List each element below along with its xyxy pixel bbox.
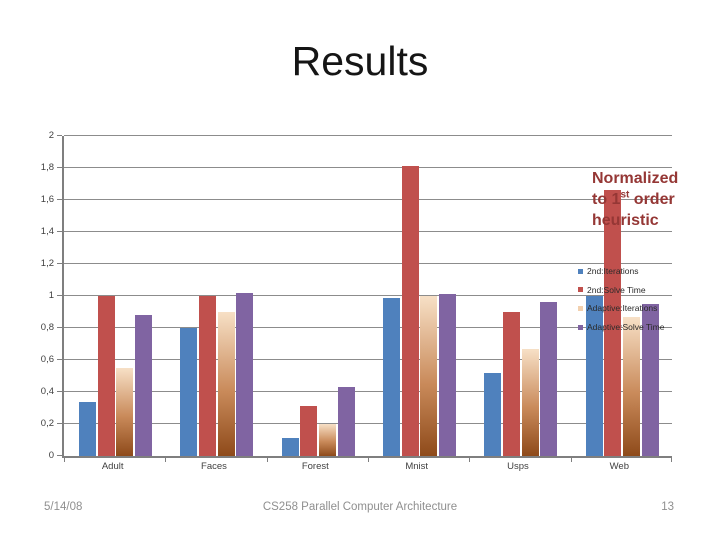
- bar-adaptive-iterations-adult: [116, 368, 134, 456]
- legend-label: Adaptive:Iterations: [587, 303, 658, 314]
- y-axis-tick-label: 0,4: [40, 386, 54, 397]
- legend-item: Adaptive:Iterations: [578, 302, 657, 314]
- superscript-st: st: [620, 189, 630, 201]
- footer-date: 5/14/08: [44, 501, 83, 513]
- bar-adaptive-iterations-mnist: [420, 296, 438, 456]
- y-axis-tick-label: 0: [48, 450, 54, 461]
- plot-area: [57, 135, 672, 462]
- category-label-forest: Forest: [301, 461, 329, 472]
- bar-2nd-solve-time-forest: [300, 406, 318, 456]
- y-axis-tick: [57, 455, 62, 456]
- y-axis-tick-label: 1,8: [40, 162, 54, 173]
- bar-adaptive-iterations-forest: [319, 424, 337, 456]
- gridline: [64, 423, 672, 424]
- slide-title: Results: [291, 38, 429, 84]
- gridline: [64, 167, 672, 168]
- y-axis-tick: [57, 135, 62, 136]
- y-axis-tick: [57, 295, 62, 296]
- x-axis-tick: [64, 458, 65, 462]
- x-axis-tick: [266, 458, 268, 462]
- y-axis-tick: [57, 167, 62, 168]
- x-axis-tick: [368, 458, 369, 462]
- bar-2nd-solve-time-usps: [503, 312, 521, 456]
- bar-2nd-iterations-adult: [79, 401, 96, 456]
- legend-item: Adaptive:Solve Time: [578, 321, 664, 333]
- y-axis-tick: [57, 359, 62, 360]
- bar-2nd-iterations-mnist: [383, 297, 400, 456]
- gridline: [64, 199, 672, 200]
- category-label-faces: Faces: [201, 461, 227, 472]
- annotation-line-3: heuristic: [592, 212, 659, 229]
- bar-adaptive-solve-time-faces: [236, 292, 254, 456]
- legend-swatch-icon: [578, 268, 583, 274]
- y-axis-tick: [57, 231, 62, 232]
- legend-item: 2nd:Solve Time: [578, 284, 646, 296]
- y-axis-tick-label: 1,4: [40, 226, 54, 237]
- gridline: [64, 359, 672, 360]
- y-axis-tick-label: 1: [48, 290, 54, 301]
- bar-2nd-solve-time-adult: [97, 296, 115, 456]
- y-axis-tick: [57, 199, 62, 200]
- y-axis-tick-label: 1,2: [40, 258, 54, 269]
- bar-2nd-solve-time-mnist: [401, 166, 419, 456]
- gridline: [64, 391, 672, 392]
- category-label-usps: Usps: [507, 461, 529, 472]
- legend-swatch-icon: [578, 324, 583, 330]
- bar-adaptive-solve-time-forest: [337, 387, 355, 456]
- bar-adaptive-iterations-usps: [521, 348, 539, 456]
- bar-2nd-iterations-forest: [281, 438, 299, 456]
- annotation-line-2: to 1st order: [592, 189, 675, 208]
- annotation-line-1: Normalized: [592, 170, 679, 187]
- gridline: [64, 231, 672, 232]
- y-axis-tick-label: 0,2: [40, 418, 54, 429]
- legend-label: 2nd:Iterations: [587, 266, 639, 276]
- legend-swatch-icon: [578, 287, 583, 293]
- legend-item: 2nd:Iterations: [578, 265, 639, 277]
- bar-2nd-solve-time-faces: [199, 296, 217, 456]
- x-axis-tick: [469, 458, 471, 462]
- gridline: [64, 135, 672, 136]
- annotation-normalized-textbox: Normalized to 1st order heuristic: [592, 168, 712, 231]
- bar-adaptive-iterations-web: [623, 316, 641, 456]
- bar-2nd-iterations-faces: [180, 328, 198, 456]
- category-label-web: Web: [609, 461, 629, 472]
- y-axis-tick-label: 2: [48, 130, 54, 141]
- y-axis-tick: [57, 423, 62, 424]
- y-axis-tick: [57, 263, 62, 264]
- bar-2nd-solve-time-web: [604, 190, 622, 456]
- bar-2nd-iterations-usps: [484, 372, 502, 456]
- bar-adaptive-solve-time-usps: [540, 302, 558, 456]
- chart-legend: 2nd:Iterations 2nd:Solve Time Adaptive:Ite…: [578, 265, 698, 345]
- legend-label: 2nd:Solve Time: [587, 284, 646, 295]
- gridline: [64, 263, 672, 264]
- x-axis-tick: [671, 458, 672, 462]
- gridline: [64, 327, 672, 328]
- legend-label: Adaptive:Solve Time: [587, 322, 665, 333]
- bar-adaptive-solve-time-adult: [135, 315, 153, 456]
- bar-adaptive-solve-time-mnist: [439, 294, 457, 456]
- y-axis-labels: 0 0,2 0,4 0,6 0,8 1 1,2 1,4 1,6 1,8 2: [0, 130, 54, 461]
- footer-course: CS258 Parallel Computer Architecture: [262, 501, 458, 513]
- category-label-mnist: Mnist: [405, 461, 429, 472]
- y-axis-tick-label: 0,6: [40, 354, 54, 365]
- x-axis-tick: [165, 458, 167, 462]
- x-axis-labels: Adult Faces Forest Mnist Usps Web: [62, 461, 670, 475]
- bar-adaptive-solve-time-web: [641, 304, 659, 456]
- bar-adaptive-iterations-faces: [217, 312, 235, 456]
- y-axis-tick: [57, 391, 62, 392]
- legend-swatch-icon: [578, 305, 583, 311]
- gridline: [64, 295, 672, 296]
- footer-page-number: 13: [661, 501, 674, 513]
- y-axis-tick-label: 0,8: [40, 322, 54, 333]
- y-axis-tick: [57, 327, 62, 328]
- y-axis-tick-label: 1,6: [40, 194, 54, 205]
- bar-2nd-iterations-web: [585, 296, 603, 456]
- x-axis-tick: [570, 458, 572, 462]
- category-label-adult: Adult: [101, 461, 124, 472]
